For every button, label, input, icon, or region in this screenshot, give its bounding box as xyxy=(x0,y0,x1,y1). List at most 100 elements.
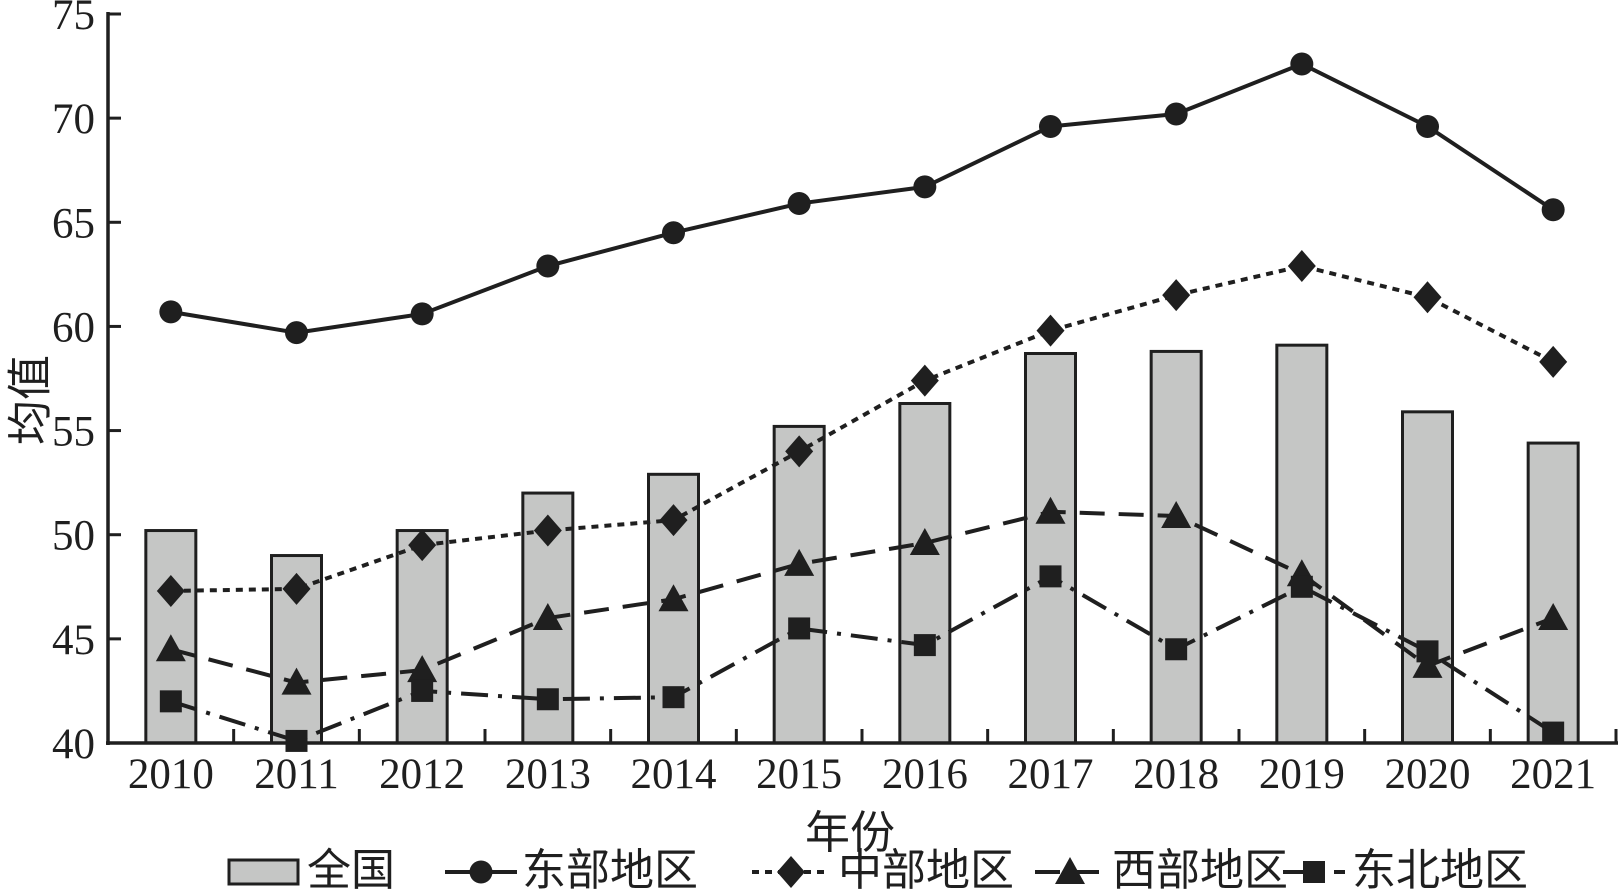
diamond-marker xyxy=(156,574,185,607)
legend-item-3 xyxy=(1035,857,1105,884)
square-marker xyxy=(285,729,308,752)
triangle-marker xyxy=(1538,603,1569,631)
bar-series-national xyxy=(144,343,1580,745)
x-tick-label: 2020 xyxy=(1385,751,1471,798)
bar-2012 xyxy=(395,529,449,745)
bar-2018 xyxy=(1149,349,1203,745)
legend xyxy=(227,856,1345,888)
y-tick-label: 55 xyxy=(52,409,95,456)
x-tick-label: 2014 xyxy=(631,751,717,798)
legend-label-west: 西部地区 xyxy=(1112,846,1288,892)
triangle-marker xyxy=(1412,650,1443,678)
line-series-1 xyxy=(156,250,1568,607)
circle-marker xyxy=(410,302,434,326)
diamond-marker xyxy=(282,572,311,605)
triangle-marker xyxy=(909,528,940,556)
y-tick-label: 60 xyxy=(52,304,95,351)
square-marker xyxy=(913,634,936,657)
circle-marker xyxy=(913,175,937,199)
circle-marker xyxy=(1039,114,1062,138)
diamond-marker xyxy=(533,514,562,547)
circle-marker xyxy=(536,254,560,278)
y-tick-label: 50 xyxy=(52,513,95,560)
diamond-marker xyxy=(785,435,814,468)
circle-marker xyxy=(285,321,308,345)
y-tick-label: 40 xyxy=(52,721,95,768)
series-line-square xyxy=(170,574,1555,744)
y-tick-label: 45 xyxy=(52,617,95,664)
x-tick-label: 2010 xyxy=(128,751,214,798)
x-axis-title: 年份 xyxy=(804,808,896,858)
y-tick-label: 65 xyxy=(52,200,95,247)
square-marker xyxy=(1542,721,1565,744)
diamond-marker xyxy=(1539,345,1568,378)
line-series-0 xyxy=(159,52,1565,345)
diamond-marker xyxy=(910,364,939,397)
triangle-marker xyxy=(1161,500,1192,528)
legend-label-east: 东部地区 xyxy=(522,846,698,892)
square-marker xyxy=(1039,565,1062,588)
square-marker xyxy=(788,617,811,640)
square-marker xyxy=(411,679,434,702)
x-tick-label: 2017 xyxy=(1008,751,1094,798)
x-axis-labels: 2010 2011 2012 2013 2014 2015 2016 2017 2018 2019… xyxy=(128,751,1596,798)
x-tick-label: 2016 xyxy=(882,751,968,798)
x-tick-label: 2019 xyxy=(1259,751,1345,798)
square-marker xyxy=(1165,638,1188,661)
circle-marker xyxy=(1290,52,1314,76)
bar-2020 xyxy=(1401,410,1454,745)
legend-label-central: 中部地区 xyxy=(838,846,1014,892)
circle-marker xyxy=(1416,114,1439,138)
legend-triangle-icon xyxy=(1055,857,1085,884)
square-marker xyxy=(662,686,685,709)
bar-2021 xyxy=(1526,441,1580,745)
square-marker xyxy=(1290,575,1313,598)
x-tick-label: 2011 xyxy=(254,751,338,798)
legend-item-2 xyxy=(752,856,830,888)
y-tick-label: 70 xyxy=(52,96,95,143)
line-series-3 xyxy=(159,565,1565,752)
legend-label-northeast: 东北地区 xyxy=(1352,846,1528,892)
circle-marker xyxy=(1541,198,1565,222)
series-line-triangle xyxy=(170,509,1554,685)
legend-square-icon xyxy=(1303,861,1325,883)
triangle-marker xyxy=(281,667,312,695)
bar-2016 xyxy=(898,401,952,745)
legend-item-0 xyxy=(227,858,300,886)
x-tick-label: 2021 xyxy=(1510,751,1596,798)
triangle-marker xyxy=(532,603,563,631)
triangle-marker xyxy=(658,584,689,612)
square-marker xyxy=(159,690,182,713)
y-axis-title: 均值 xyxy=(5,354,56,446)
legend-circle-icon xyxy=(469,860,493,884)
series-line-diamond xyxy=(170,263,1555,593)
x-tick-label: 2018 xyxy=(1133,751,1219,798)
y-tick-label: 75 xyxy=(52,0,95,39)
series-line-circle xyxy=(170,61,1555,335)
line-series-2 xyxy=(155,496,1569,695)
x-axis-ticks xyxy=(232,729,1618,743)
square-marker xyxy=(536,688,559,711)
legend-diamond-icon xyxy=(777,856,805,888)
triangle-marker xyxy=(1035,496,1066,524)
legend-label-national: 全国 xyxy=(307,846,395,892)
triangle-marker xyxy=(155,634,186,662)
legend-bar-swatch xyxy=(227,858,300,886)
legend-item-4 xyxy=(1283,861,1345,883)
diamond-marker xyxy=(1036,314,1065,347)
x-tick-label: 2012 xyxy=(379,751,465,798)
triangle-marker xyxy=(407,655,438,683)
circle-marker xyxy=(1164,102,1188,126)
legend-item-1 xyxy=(445,860,517,884)
diamond-marker xyxy=(1162,279,1191,312)
x-tick-label: 2015 xyxy=(756,751,842,798)
triangle-marker xyxy=(784,548,815,576)
diamond-marker xyxy=(659,504,688,537)
diamond-marker xyxy=(1287,250,1316,283)
diamond-marker xyxy=(1413,281,1442,314)
bar-2015 xyxy=(772,424,826,745)
y-axis-ticks: 40 45 50 55 60 65 70 75 xyxy=(52,0,121,768)
circle-marker xyxy=(662,221,685,245)
